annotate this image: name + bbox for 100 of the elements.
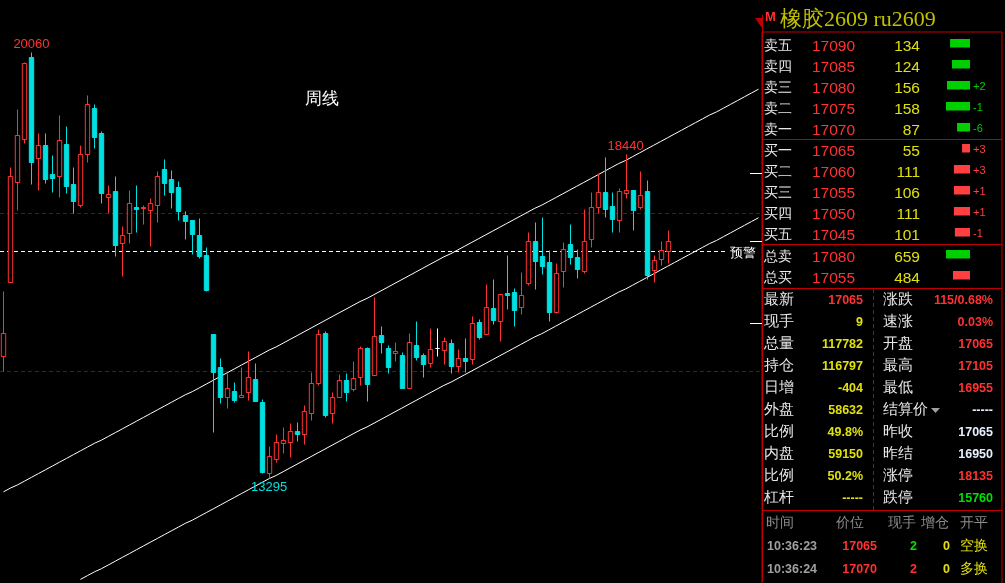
annotation: 117782 [821,337,863,351]
annotation: -6 [973,122,983,134]
annotation: 10:36:24 [767,562,818,576]
annotation: +3 [973,143,986,155]
annotation: 17070 [842,562,877,576]
annotation: +1 [973,185,986,197]
annotation: 0.03% [957,315,993,329]
annotation: 持仓 [764,357,794,373]
annotation: 18440 [607,138,644,154]
annotation: 17045 [812,225,856,243]
annotation: 0 [943,562,950,576]
annotation: 484 [894,268,920,286]
category-label: 卖四 [764,58,792,74]
annotation: 17080 [812,247,856,265]
annotation: 外盘 [764,401,794,417]
annotation: 日增 [764,379,794,395]
annotation: 0 [943,539,950,553]
annotation: 16950 [958,447,993,461]
category-label: 买一 [764,142,792,158]
annotation: 17065 [842,539,877,553]
category-label: 卖二 [764,100,792,116]
annotation: 比例 [764,423,794,439]
annotation: 开平 [960,514,988,530]
annotation: 17060 [812,162,856,180]
annotation: -404 [837,381,863,395]
annotation: 49.8% [827,425,863,439]
annotation: 现手 [888,514,916,530]
annotation: M [765,9,776,24]
category-label: 买四 [764,205,792,221]
annotation: 总量 [764,335,794,351]
annotation: +2 [973,80,986,92]
annotation: 18135 [958,469,993,483]
annotation: 55 [902,141,920,159]
annotation: 涨跌 [883,291,913,307]
annotation: 最新 [764,291,794,307]
title: 周线 [305,89,339,108]
annotation: 116797 [821,359,863,373]
ref-line-label: 预警 [730,244,756,260]
annotation: 13295 [251,479,288,495]
annotation: 659 [894,247,920,265]
annotation: 现手 [764,313,794,329]
annotation: 空换 [960,537,988,553]
annotation: 15760 [958,491,993,505]
annotation: 2 [910,539,917,553]
annotation: 50.2% [827,469,863,483]
annotation: 17080 [812,78,856,96]
annotation: 17090 [812,36,856,54]
annotation: 115/0.68% [933,293,993,307]
annotation: 价位 [836,514,864,530]
annotation: 时间 [766,514,794,530]
category-label: 买二 [764,163,792,179]
annotation: 87 [902,120,920,138]
category-label: 卖一 [764,121,792,137]
annotation: +3 [973,164,986,176]
annotation: 101 [894,225,920,243]
annotation: 17055 [812,268,856,286]
annotation: 速涨 [883,313,913,329]
annotation: 17065 [812,141,856,159]
annotation: 17050 [812,204,856,222]
annotation: 17065 [958,337,993,351]
annotation: -1 [973,101,983,113]
annotation: 59150 [828,447,863,461]
category-label: 买三 [764,184,792,200]
annotation: 昨结 [883,445,913,461]
annotation: 17065 [958,425,993,439]
annotation: 134 [894,36,920,54]
annotation: 111 [896,204,920,222]
annotation: 开盘 [883,335,913,351]
annotation: 10:36:23 [767,539,818,553]
annotation: 内盘 [764,445,794,461]
annotation: 124 [894,57,920,75]
category-label: 买五 [764,226,792,242]
annotation: 多换 [960,560,988,576]
annotation: 58632 [828,403,863,417]
annotation: 跌停 [883,489,913,505]
annotation: 涨停 [883,467,913,483]
category-label: 总买 [764,269,792,285]
category-label: 总卖 [764,248,792,264]
annotation: 比例 [764,467,794,483]
annotation: 17085 [812,57,856,75]
annotation: ----- [842,491,863,505]
annotation: 17055 [812,183,856,201]
annotation: 昨收 [883,423,913,439]
annotation: 最高 [883,357,913,373]
annotation: 106 [894,183,920,201]
annotation: 结算价 [883,401,928,417]
annotation: 111 [896,162,920,180]
category-label: 卖五 [764,37,792,53]
annotation: 16955 [958,381,993,395]
annotation: 17105 [958,359,993,373]
annotation: 增仓 [921,514,949,530]
annotation: 17070 [812,120,856,138]
annotation: 2 [910,562,917,576]
title: 橡胶2609 ru2609 [780,6,936,31]
annotation: ----- [972,403,993,417]
annotation: -1 [973,227,983,239]
annotation: 杠杆 [764,489,794,505]
annotation: 最低 [883,379,913,395]
annotation: 9 [856,315,863,329]
annotation: +1 [973,206,986,218]
